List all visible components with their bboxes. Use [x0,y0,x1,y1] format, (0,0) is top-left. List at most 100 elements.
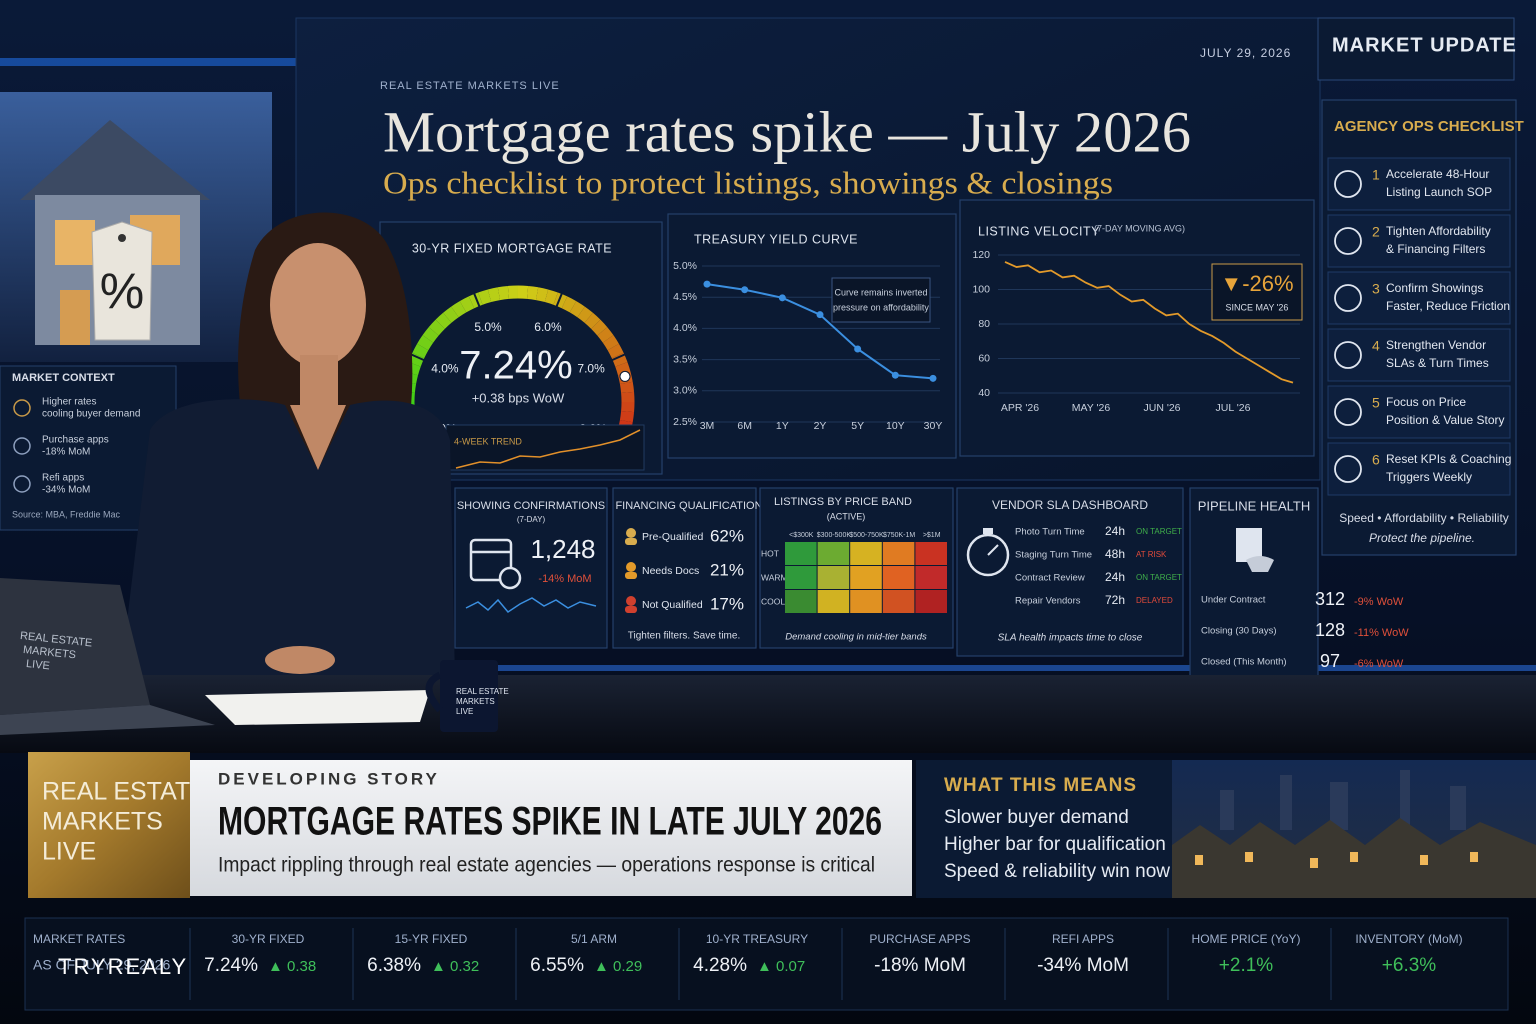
financing-title: FINANCING QUALIFICATION [615,500,762,512]
ticker-value: 6.38% [367,955,421,976]
mug-text: MARKETS [456,697,495,706]
checklist-title: AGENCY OPS CHECKLIST [1334,118,1524,135]
annotation-text: Curve remains inverted [834,287,927,297]
person-icon [625,606,637,613]
ticker-change: ▲ 0.29 [594,958,642,975]
heat-cell [785,566,817,589]
checklist-icon [1334,398,1362,426]
yield-title: TREASURY YIELD CURVE [694,232,858,246]
gauge-arc [535,287,549,303]
vendor-name: Repair Vendors [1015,596,1081,607]
financing-panel [612,487,757,649]
pipeline-title: PIPELINE HEALTH [1198,498,1310,513]
gauge-arc [569,301,585,318]
gauge-arc [408,352,425,367]
gauge-arc [577,306,593,323]
brand-text: REAL ESTATE [42,778,207,806]
x-tick-label: 30Y [924,420,943,432]
vendor-time: 48h [1105,547,1125,561]
checklist-text: Focus on Price [1386,395,1466,409]
x-tick-label: 6M [737,420,752,432]
price-band-row: HOT [761,548,779,558]
checklist-number: 4 [1372,338,1380,354]
vendor-status: ON TARGET [1136,573,1182,582]
price-band-row: COOL [761,596,785,606]
trend-label: 4-WEEK TREND [454,436,522,446]
vendor-name: Photo Turn Time [1015,527,1085,538]
means-item: Higher bar for qualification [944,834,1166,855]
ticker-name: REFI APPS [1052,932,1114,946]
market-context-source: Source: MBA, Freddie Mac [12,509,121,519]
gauge-arc [619,381,635,394]
market-update-panel [1317,17,1515,81]
y-tick-label: 120 [972,249,990,261]
yield-point [854,345,862,353]
gauge-tick [610,353,627,362]
heat-cell [850,542,882,565]
gauge-arc [526,285,539,301]
headline-subtitle: Ops checklist to protect listings, showi… [383,164,1113,200]
checklist-icon [1334,341,1362,369]
x-tick-label: APR '26 [1001,402,1039,414]
checklist-item [1327,271,1511,325]
story-kicker: DEVELOPING STORY [218,769,440,788]
gauge-arc [497,285,510,301]
ticker-value: -18% MoM [874,955,966,976]
price-band-column: $500-750K [849,532,884,539]
checklist-item [1327,442,1511,496]
yield-point [929,374,937,382]
yield-point [816,311,824,319]
brand-text: LIVE [42,838,96,866]
checklist-text: Triggers Weekly [1386,470,1472,484]
gauge-arc [597,327,614,343]
heat-cell [850,590,882,613]
showing-change: -14% MoM [538,573,591,585]
velocity-badge-note: SINCE MAY '26 [1226,302,1289,312]
context-text: -34% MoM [42,485,90,496]
person-icon [625,572,637,579]
market-context-title: MARKET CONTEXT [12,372,115,384]
ticker-name: HOME PRICE (YoY) [1192,932,1301,946]
checklist-text: SLAs & Turn Times [1386,356,1489,370]
gauge-marker [619,370,631,382]
checklist-number: 2 [1372,224,1380,240]
velocity-badge [1211,263,1303,321]
vendor-panel [956,487,1184,657]
gauge-arc [544,289,558,305]
trend-sparkline [455,429,641,469]
context-text: Higher rates [42,397,96,408]
gauge-arc [459,296,475,313]
checklist-text: Reset KPIs & Coaching [1386,452,1511,466]
financing-value: 17% [710,594,744,613]
ticker-value: -34% MoM [1037,955,1129,976]
person-icon [626,596,636,606]
ticker-name: 15-YR FIXED [395,932,468,946]
checklist-text: Strengthen Vendor [1386,338,1486,352]
gauge-arc [412,343,429,359]
laptop-text: MARKETS [22,644,76,661]
ticker-change: ▲ 0.38 [268,958,316,975]
gauge-arc [561,296,577,313]
person-icon [626,528,636,538]
gauge-arc [428,319,445,336]
financing-label: Not Qualified [642,599,703,611]
price-band-row: WARM [761,572,788,582]
price-band-column: >$1M [923,532,941,539]
showing-subtitle: (7-DAY) [517,515,546,524]
annotation-text: pressure on affordability [833,302,929,312]
heat-cell [817,590,850,613]
pipeline-panel [1189,487,1319,681]
gauge-arc [619,410,635,423]
y-tick-label: 5.0% [673,260,697,272]
ticker-value: 4.28% [693,955,747,976]
checklist-icon [1334,284,1362,312]
ticker-name: 30-YR FIXED [232,932,305,946]
checklist-text: Listing Launch SOP [1386,185,1492,199]
x-tick-label: MAY '26 [1072,402,1111,414]
x-tick-label: JUL '26 [1216,402,1251,414]
gauge-tick [555,292,564,308]
gauge-value: 7.24% [459,344,572,388]
heat-cell [785,542,817,565]
gauge-tick-label: 5.0% [474,320,502,334]
